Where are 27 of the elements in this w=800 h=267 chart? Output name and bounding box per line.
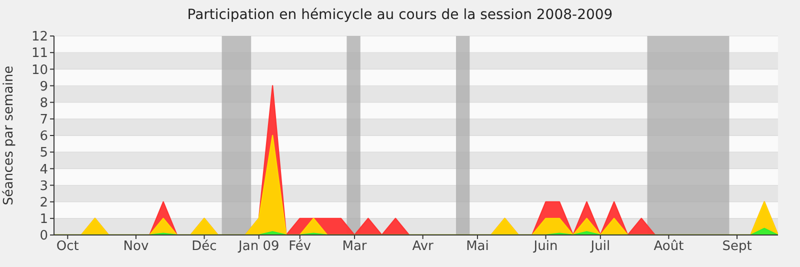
- x-tick-label: Fév: [288, 239, 312, 254]
- y-tick-label: 11: [31, 46, 48, 62]
- y-tick-label: 5: [40, 146, 48, 161]
- x-tick-label: Mai: [466, 239, 489, 254]
- x-tick-label: Oct: [56, 239, 79, 254]
- x-tick-label: Avr: [412, 239, 434, 254]
- y-tick-label: 12: [31, 30, 48, 45]
- y-tick-label: 9: [40, 79, 48, 94]
- x-tick-label: Jan 09: [238, 239, 280, 254]
- y-tick-label: 3: [40, 178, 48, 194]
- y-tick-label: 7: [40, 112, 48, 128]
- x-tick-label: Août: [654, 239, 684, 254]
- y-tick-label: 2: [40, 195, 48, 210]
- x-tick-label: Nov: [123, 239, 149, 254]
- y-tick-label: 4: [40, 162, 48, 178]
- y-tick-label: 8: [40, 96, 48, 111]
- x-tick-label: Mar: [342, 239, 368, 254]
- x-tick-label: Déc: [192, 239, 217, 254]
- chart-title: Participation en hémicycle au cours de la session 2008-2009: [186, 7, 614, 23]
- y-tick-label: 1: [40, 212, 48, 228]
- y-tick-label: 10: [31, 62, 48, 78]
- y-tick-label: 6: [40, 129, 48, 144]
- y-axis-title: Séances par semaine: [2, 66, 17, 206]
- x-tick-label: Sept: [722, 239, 752, 254]
- x-tick-label: Juil: [590, 239, 610, 254]
- y-tick-label: 0: [40, 228, 48, 244]
- x-tick-label: Juin: [532, 239, 558, 254]
